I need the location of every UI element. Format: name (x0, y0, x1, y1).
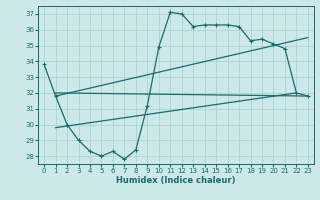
X-axis label: Humidex (Indice chaleur): Humidex (Indice chaleur) (116, 176, 236, 185)
